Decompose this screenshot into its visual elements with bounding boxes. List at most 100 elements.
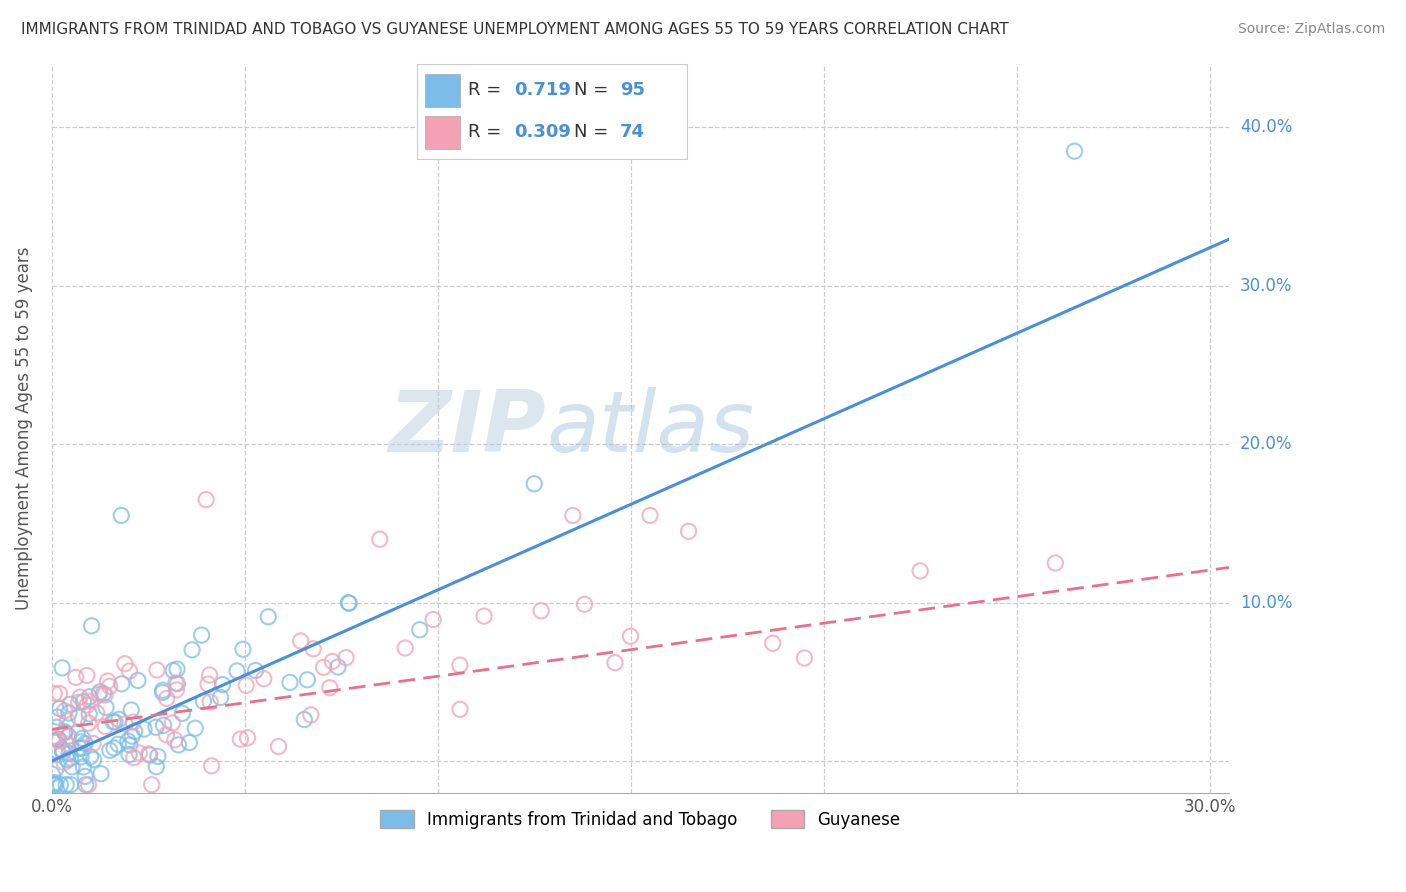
Point: [55, 778, 77, 792]
Point: [86, 706, 108, 720]
Point: [53, 724, 76, 739]
Point: [200, 759, 222, 773]
Point: [42, 778, 65, 792]
Point: [101, 714, 124, 729]
Point: [114, 657, 136, 671]
Point: [267, 739, 290, 754]
Point: [120, 703, 142, 717]
Text: 40.0%: 40.0%: [1240, 119, 1292, 136]
Point: [235, 678, 257, 692]
Point: [107, 737, 129, 751]
Point: [1045, 556, 1067, 570]
Point: [67, 695, 90, 709]
Point: [422, 613, 444, 627]
Point: [53, 756, 76, 770]
Point: [128, 746, 150, 760]
Point: [72, 695, 94, 709]
Point: [52, 746, 75, 760]
Point: [42, 730, 65, 744]
Point: [114, 717, 136, 731]
Point: [198, 668, 221, 682]
Point: [181, 643, 204, 657]
Point: [56, 714, 79, 728]
Point: [523, 476, 546, 491]
Point: [111, 677, 134, 691]
Point: [94, 719, 117, 733]
Point: [193, 694, 215, 708]
Point: [118, 747, 141, 762]
Point: [41, 767, 63, 781]
Point: [77, 716, 100, 731]
Point: [394, 640, 416, 655]
Point: [198, 695, 221, 709]
Point: [45, 762, 67, 776]
Point: [190, 628, 212, 642]
Point: [82, 736, 104, 750]
Point: [77, 706, 100, 721]
Text: 10.0%: 10.0%: [1240, 593, 1292, 612]
Point: [138, 747, 160, 762]
Point: [127, 673, 149, 688]
Point: [46, 744, 69, 758]
Point: [1063, 144, 1085, 158]
Point: [619, 629, 641, 643]
Point: [229, 732, 252, 747]
Point: [72, 741, 94, 756]
Point: [302, 641, 325, 656]
Text: Source: ZipAtlas.com: Source: ZipAtlas.com: [1237, 22, 1385, 37]
Point: [108, 712, 131, 726]
Point: [69, 741, 91, 756]
Text: IMMIGRANTS FROM TRINIDAD AND TOBAGO VS GUYANESE UNEMPLOYMENT AMONG AGES 55 TO 59: IMMIGRANTS FROM TRINIDAD AND TOBAGO VS G…: [21, 22, 1008, 37]
Point: [156, 691, 179, 706]
Point: [145, 720, 167, 734]
Point: [166, 662, 188, 676]
Point: [118, 664, 141, 678]
Point: [90, 766, 112, 780]
Point: [79, 690, 101, 704]
Point: [93, 687, 115, 701]
Point: [67, 710, 90, 724]
Text: 20.0%: 20.0%: [1240, 435, 1292, 453]
Point: [65, 670, 87, 684]
Text: atlas: atlas: [546, 387, 754, 470]
Point: [209, 690, 232, 705]
Point: [46, 734, 69, 748]
Point: [70, 735, 93, 749]
Point: [80, 619, 103, 633]
Point: [226, 664, 249, 678]
Point: [257, 609, 280, 624]
Point: [162, 664, 184, 678]
Point: [793, 651, 815, 665]
Point: [236, 731, 259, 745]
Point: [290, 634, 312, 648]
Point: [146, 663, 169, 677]
Point: [530, 604, 553, 618]
Point: [77, 778, 100, 792]
Point: [59, 751, 82, 765]
Point: [138, 747, 160, 761]
Point: [75, 769, 97, 783]
Point: [46, 732, 69, 747]
Point: [141, 778, 163, 792]
Point: [337, 596, 360, 610]
Point: [122, 715, 145, 730]
Point: [46, 710, 69, 724]
Point: [319, 681, 342, 695]
Point: [166, 682, 188, 697]
Point: [124, 724, 146, 739]
Point: [167, 738, 190, 752]
Point: [211, 678, 233, 692]
Text: 30.0%: 30.0%: [1240, 277, 1292, 295]
Point: [76, 698, 98, 712]
Point: [253, 672, 276, 686]
Point: [908, 564, 931, 578]
Point: [146, 749, 169, 764]
Point: [76, 668, 98, 682]
Point: [561, 508, 583, 523]
Point: [72, 760, 94, 774]
Point: [79, 694, 101, 708]
Point: [145, 760, 167, 774]
Point: [58, 747, 80, 761]
Point: [122, 750, 145, 764]
Point: [368, 533, 391, 547]
